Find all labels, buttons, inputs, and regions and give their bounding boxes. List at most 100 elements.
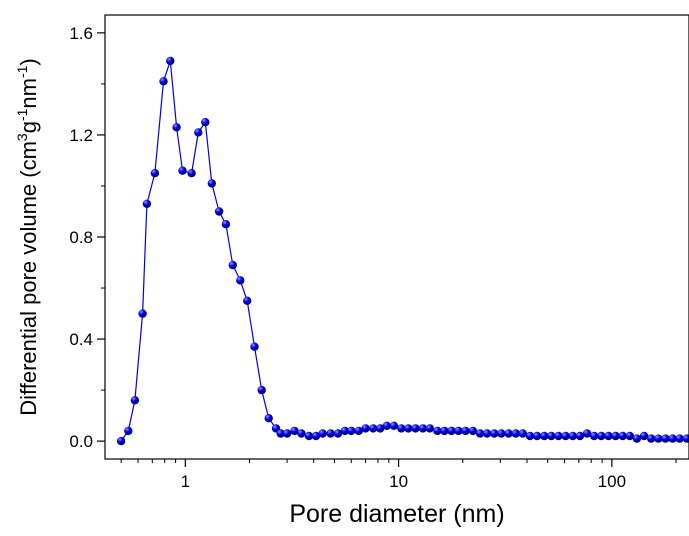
x-axis-label: Pore diameter (nm) bbox=[289, 500, 504, 528]
y-tick-label: 1.2 bbox=[69, 126, 93, 145]
data-point bbox=[318, 429, 327, 438]
data-point bbox=[150, 169, 160, 178]
data-point bbox=[166, 56, 175, 66]
data-point bbox=[575, 431, 585, 441]
data-point bbox=[130, 396, 140, 405]
data-point bbox=[214, 207, 224, 216]
data-point bbox=[172, 123, 181, 132]
data-point bbox=[682, 434, 689, 443]
data-point bbox=[618, 431, 627, 441]
data-point bbox=[511, 429, 520, 438]
data-point bbox=[482, 429, 492, 438]
y-axis-label-end: ) bbox=[16, 58, 41, 65]
data-point bbox=[525, 431, 535, 441]
data-point bbox=[425, 424, 434, 433]
data-point bbox=[124, 426, 133, 436]
y-axis-label-sup1: 3 bbox=[14, 133, 30, 141]
data-point bbox=[632, 434, 642, 443]
data-point bbox=[468, 426, 478, 436]
y-axis-label-base: Differential pore volume (cm bbox=[16, 141, 41, 416]
data-point bbox=[369, 424, 378, 433]
data-point bbox=[250, 342, 259, 351]
data-point bbox=[404, 424, 413, 433]
data-point bbox=[675, 434, 684, 443]
data-point bbox=[433, 426, 442, 436]
data-point bbox=[159, 77, 168, 86]
data-point bbox=[282, 429, 292, 438]
data-point bbox=[228, 260, 237, 270]
data-point bbox=[454, 426, 463, 436]
data-point bbox=[257, 385, 266, 395]
data-point bbox=[475, 429, 485, 438]
data-point bbox=[311, 431, 321, 441]
data-point bbox=[447, 426, 456, 436]
data-point bbox=[138, 309, 147, 318]
data-point bbox=[116, 436, 126, 446]
data-point bbox=[497, 429, 506, 438]
data-point bbox=[389, 421, 399, 430]
y-tick-label: 0.4 bbox=[69, 330, 93, 349]
data-point bbox=[297, 429, 306, 438]
data-point bbox=[397, 424, 406, 433]
data-point bbox=[418, 424, 428, 433]
y-axis-label-mid2: nm bbox=[16, 78, 41, 109]
plot-frame bbox=[104, 14, 689, 460]
data-point bbox=[561, 431, 570, 441]
data-point bbox=[597, 431, 606, 441]
data-point bbox=[340, 426, 350, 436]
x-tick-label: 1 bbox=[181, 472, 190, 491]
data-point bbox=[290, 426, 299, 436]
data-point bbox=[264, 414, 273, 423]
data-point bbox=[611, 431, 620, 441]
data-point bbox=[639, 431, 649, 441]
data-point bbox=[207, 179, 216, 188]
data-point bbox=[625, 431, 634, 441]
data-point bbox=[568, 431, 577, 441]
data-point bbox=[604, 431, 613, 441]
tick-layer: 0.0 0.4 0.8 1.2 1.6 1 10 100 bbox=[69, 24, 677, 491]
data-point bbox=[554, 431, 563, 441]
data-point bbox=[361, 424, 370, 433]
data-point bbox=[654, 434, 663, 443]
data-point bbox=[382, 421, 391, 430]
data-point bbox=[236, 276, 245, 285]
data-point bbox=[333, 429, 343, 438]
x-tick-label: 100 bbox=[598, 472, 626, 491]
data-point bbox=[540, 431, 549, 441]
data-point bbox=[647, 434, 656, 443]
data-point bbox=[582, 429, 592, 438]
y-tick-label: 0.0 bbox=[69, 432, 93, 451]
data-point bbox=[354, 426, 363, 436]
data-point bbox=[326, 429, 335, 438]
data-point bbox=[142, 199, 152, 208]
data-point bbox=[440, 426, 449, 436]
data-point bbox=[490, 429, 499, 438]
y-axis-label-mid: g bbox=[16, 121, 41, 133]
data-point bbox=[201, 118, 210, 127]
data-point bbox=[504, 429, 513, 438]
x-tick-label: 10 bbox=[389, 472, 408, 491]
data-point bbox=[661, 434, 670, 443]
data-point bbox=[276, 429, 285, 438]
data-point bbox=[376, 424, 385, 433]
data-point bbox=[518, 429, 527, 438]
series-line bbox=[120, 60, 687, 442]
data-point bbox=[194, 128, 203, 137]
data-point bbox=[532, 431, 542, 441]
data-point bbox=[304, 431, 314, 441]
y-axis-label-sup2: -1 bbox=[14, 108, 30, 121]
data-point bbox=[590, 431, 599, 441]
data-point bbox=[178, 166, 187, 175]
y-tick-label: 0.8 bbox=[69, 228, 93, 247]
data-point bbox=[547, 431, 556, 441]
data-point bbox=[243, 296, 252, 305]
data-point bbox=[668, 434, 677, 443]
data-point bbox=[461, 426, 470, 436]
y-tick-label: 1.6 bbox=[69, 24, 93, 43]
y-axis-label: Differential pore volume (cm3g-1nm-1) bbox=[14, 58, 41, 416]
data-point bbox=[187, 169, 196, 178]
data-point bbox=[347, 426, 356, 436]
data-point bbox=[221, 220, 231, 229]
